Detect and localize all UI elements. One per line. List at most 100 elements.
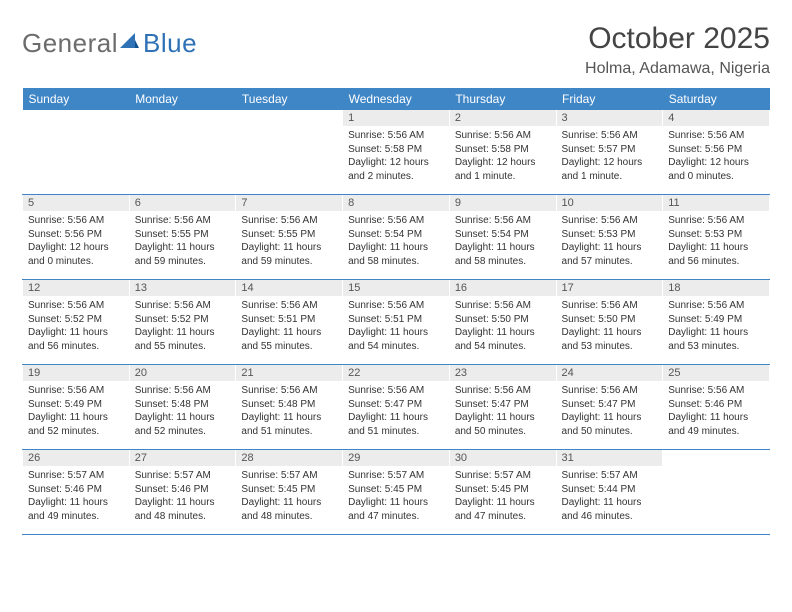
day-details: Sunrise: 5:56 AMSunset: 5:52 PMDaylight:…: [23, 296, 129, 358]
day-details: Sunrise: 5:56 AMSunset: 5:51 PMDaylight:…: [343, 296, 449, 358]
weekday-header: Tuesday: [236, 88, 343, 110]
calendar-cell: 27Sunrise: 5:57 AMSunset: 5:46 PMDayligh…: [129, 450, 236, 535]
calendar-table: SundayMondayTuesdayWednesdayThursdayFrid…: [22, 88, 770, 535]
day-number: 10: [557, 195, 663, 211]
day-details: Sunrise: 5:56 AMSunset: 5:58 PMDaylight:…: [343, 126, 449, 188]
day-number: 17: [557, 280, 663, 296]
day-number: 23: [450, 365, 556, 381]
day-number: 11: [663, 195, 769, 211]
weekday-header: Friday: [556, 88, 663, 110]
day-details: Sunrise: 5:56 AMSunset: 5:56 PMDaylight:…: [663, 126, 769, 188]
logo-sail-icon: [118, 30, 140, 57]
calendar-cell: 31Sunrise: 5:57 AMSunset: 5:44 PMDayligh…: [556, 450, 663, 535]
day-number: 20: [130, 365, 236, 381]
day-number: 30: [450, 450, 556, 466]
calendar-cell: [236, 110, 343, 195]
calendar-cell: 26Sunrise: 5:57 AMSunset: 5:46 PMDayligh…: [23, 450, 130, 535]
day-details: Sunrise: 5:56 AMSunset: 5:57 PMDaylight:…: [557, 126, 663, 188]
day-number: 14: [236, 280, 342, 296]
day-details: Sunrise: 5:56 AMSunset: 5:54 PMDaylight:…: [343, 211, 449, 273]
calendar-cell: 22Sunrise: 5:56 AMSunset: 5:47 PMDayligh…: [343, 365, 450, 450]
calendar-cell: 28Sunrise: 5:57 AMSunset: 5:45 PMDayligh…: [236, 450, 343, 535]
day-number: 4: [663, 110, 769, 126]
day-number: 19: [23, 365, 129, 381]
logo-text-right: Blue: [143, 28, 197, 59]
day-details: Sunrise: 5:56 AMSunset: 5:54 PMDaylight:…: [450, 211, 556, 273]
calendar-cell: 18Sunrise: 5:56 AMSunset: 5:49 PMDayligh…: [663, 280, 770, 365]
calendar-cell: 16Sunrise: 5:56 AMSunset: 5:50 PMDayligh…: [449, 280, 556, 365]
day-number: 13: [130, 280, 236, 296]
calendar-cell: 30Sunrise: 5:57 AMSunset: 5:45 PMDayligh…: [449, 450, 556, 535]
day-number: 8: [343, 195, 449, 211]
page-title: October 2025: [585, 22, 770, 56]
day-details: Sunrise: 5:56 AMSunset: 5:49 PMDaylight:…: [23, 381, 129, 443]
weekday-header: Sunday: [23, 88, 130, 110]
day-details: Sunrise: 5:56 AMSunset: 5:48 PMDaylight:…: [130, 381, 236, 443]
day-number: 26: [23, 450, 129, 466]
calendar-cell: 13Sunrise: 5:56 AMSunset: 5:52 PMDayligh…: [129, 280, 236, 365]
day-details: Sunrise: 5:56 AMSunset: 5:47 PMDaylight:…: [343, 381, 449, 443]
day-number: 24: [557, 365, 663, 381]
calendar-cell: 8Sunrise: 5:56 AMSunset: 5:54 PMDaylight…: [343, 195, 450, 280]
day-details: Sunrise: 5:56 AMSunset: 5:52 PMDaylight:…: [130, 296, 236, 358]
calendar-cell: 3Sunrise: 5:56 AMSunset: 5:57 PMDaylight…: [556, 110, 663, 195]
day-number: 6: [130, 195, 236, 211]
calendar-cell: 9Sunrise: 5:56 AMSunset: 5:54 PMDaylight…: [449, 195, 556, 280]
day-number: 2: [450, 110, 556, 126]
logo: General Blue: [22, 28, 197, 59]
day-details: Sunrise: 5:56 AMSunset: 5:46 PMDaylight:…: [663, 381, 769, 443]
day-details: Sunrise: 5:56 AMSunset: 5:53 PMDaylight:…: [557, 211, 663, 273]
day-details: Sunrise: 5:56 AMSunset: 5:55 PMDaylight:…: [130, 211, 236, 273]
day-details: Sunrise: 5:57 AMSunset: 5:45 PMDaylight:…: [450, 466, 556, 528]
day-details: Sunrise: 5:57 AMSunset: 5:46 PMDaylight:…: [130, 466, 236, 528]
calendar-cell: 6Sunrise: 5:56 AMSunset: 5:55 PMDaylight…: [129, 195, 236, 280]
calendar-cell: [663, 450, 770, 535]
calendar-cell: 7Sunrise: 5:56 AMSunset: 5:55 PMDaylight…: [236, 195, 343, 280]
calendar-cell: 15Sunrise: 5:56 AMSunset: 5:51 PMDayligh…: [343, 280, 450, 365]
day-number: 31: [557, 450, 663, 466]
day-details: Sunrise: 5:56 AMSunset: 5:47 PMDaylight:…: [557, 381, 663, 443]
weekday-header: Wednesday: [343, 88, 450, 110]
calendar-cell: [129, 110, 236, 195]
calendar-cell: 19Sunrise: 5:56 AMSunset: 5:49 PMDayligh…: [23, 365, 130, 450]
calendar-cell: 21Sunrise: 5:56 AMSunset: 5:48 PMDayligh…: [236, 365, 343, 450]
day-number: 28: [236, 450, 342, 466]
day-details: Sunrise: 5:56 AMSunset: 5:58 PMDaylight:…: [450, 126, 556, 188]
day-details: Sunrise: 5:56 AMSunset: 5:55 PMDaylight:…: [236, 211, 342, 273]
day-number: 16: [450, 280, 556, 296]
day-number: 29: [343, 450, 449, 466]
calendar-cell: 17Sunrise: 5:56 AMSunset: 5:50 PMDayligh…: [556, 280, 663, 365]
calendar-cell: 11Sunrise: 5:56 AMSunset: 5:53 PMDayligh…: [663, 195, 770, 280]
day-details: Sunrise: 5:56 AMSunset: 5:49 PMDaylight:…: [663, 296, 769, 358]
day-number: 1: [343, 110, 449, 126]
day-number: 3: [557, 110, 663, 126]
calendar-cell: 4Sunrise: 5:56 AMSunset: 5:56 PMDaylight…: [663, 110, 770, 195]
calendar-cell: 20Sunrise: 5:56 AMSunset: 5:48 PMDayligh…: [129, 365, 236, 450]
calendar-cell: 12Sunrise: 5:56 AMSunset: 5:52 PMDayligh…: [23, 280, 130, 365]
day-details: Sunrise: 5:56 AMSunset: 5:50 PMDaylight:…: [557, 296, 663, 358]
day-number: 27: [130, 450, 236, 466]
day-details: Sunrise: 5:57 AMSunset: 5:46 PMDaylight:…: [23, 466, 129, 528]
day-details: Sunrise: 5:57 AMSunset: 5:44 PMDaylight:…: [557, 466, 663, 528]
day-details: Sunrise: 5:57 AMSunset: 5:45 PMDaylight:…: [236, 466, 342, 528]
calendar-cell: [23, 110, 130, 195]
day-number: 22: [343, 365, 449, 381]
calendar-cell: 23Sunrise: 5:56 AMSunset: 5:47 PMDayligh…: [449, 365, 556, 450]
day-number: 5: [23, 195, 129, 211]
day-details: Sunrise: 5:56 AMSunset: 5:50 PMDaylight:…: [450, 296, 556, 358]
calendar-cell: 14Sunrise: 5:56 AMSunset: 5:51 PMDayligh…: [236, 280, 343, 365]
calendar-cell: 1Sunrise: 5:56 AMSunset: 5:58 PMDaylight…: [343, 110, 450, 195]
day-details: Sunrise: 5:56 AMSunset: 5:53 PMDaylight:…: [663, 211, 769, 273]
day-number: 18: [663, 280, 769, 296]
calendar-cell: 10Sunrise: 5:56 AMSunset: 5:53 PMDayligh…: [556, 195, 663, 280]
day-details: Sunrise: 5:56 AMSunset: 5:47 PMDaylight:…: [450, 381, 556, 443]
weekday-header: Monday: [129, 88, 236, 110]
calendar-cell: 24Sunrise: 5:56 AMSunset: 5:47 PMDayligh…: [556, 365, 663, 450]
calendar-cell: 2Sunrise: 5:56 AMSunset: 5:58 PMDaylight…: [449, 110, 556, 195]
logo-text-left: General: [22, 28, 118, 59]
day-number: 12: [23, 280, 129, 296]
day-details: Sunrise: 5:57 AMSunset: 5:45 PMDaylight:…: [343, 466, 449, 528]
day-details: Sunrise: 5:56 AMSunset: 5:51 PMDaylight:…: [236, 296, 342, 358]
day-number: 21: [236, 365, 342, 381]
weekday-header: Thursday: [449, 88, 556, 110]
